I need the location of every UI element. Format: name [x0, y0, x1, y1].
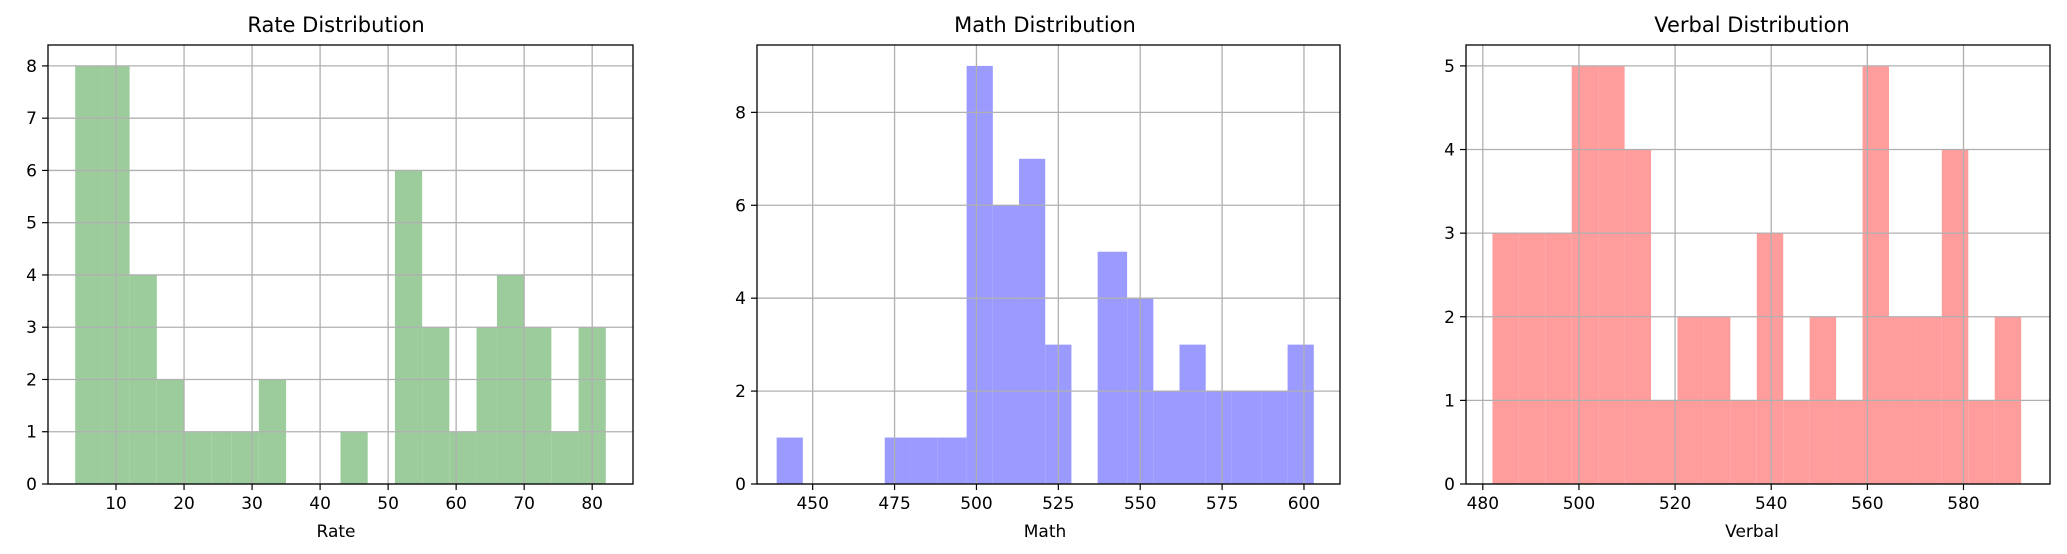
- x-tick-label: 520: [1659, 494, 1691, 514]
- x-axis-label: Rate: [317, 522, 356, 542]
- y-tick-label: 6: [26, 161, 37, 181]
- histogram-bar: [184, 431, 212, 484]
- plot-frame: [756, 44, 1341, 485]
- x-tick-label: 450: [796, 494, 828, 514]
- histogram-bar: [910, 437, 938, 484]
- x-tick-label: 580: [1947, 494, 1979, 514]
- x-tick-label: 480: [1467, 494, 1499, 514]
- y-tick-label: 8: [735, 103, 746, 123]
- chart-title: Rate Distribution: [247, 13, 424, 37]
- histogram-bar: [1862, 65, 1889, 485]
- histogram-bar: [476, 327, 497, 484]
- y-tick-label: 2: [1444, 308, 1455, 328]
- x-tick-label: 10: [105, 494, 127, 514]
- y-tick-label: 1: [1444, 391, 1455, 411]
- histogram-bar: [551, 431, 579, 484]
- y-tick-label: 0: [1444, 475, 1455, 495]
- plot-frame: [1465, 44, 2051, 485]
- y-tick-label: 2: [735, 382, 746, 402]
- x-tick-label: 500: [960, 494, 992, 514]
- x-tick-label: 20: [173, 494, 195, 514]
- histogram-bar: [937, 437, 967, 484]
- x-tick-label: 500: [1563, 494, 1595, 514]
- y-tick-label: 7: [26, 109, 37, 129]
- x-axis-label: Verbal: [1725, 522, 1779, 542]
- histogram-bar: [884, 437, 911, 484]
- x-tick-label: 525: [1042, 494, 1074, 514]
- histogram-bar: [1261, 391, 1288, 484]
- math-distribution-panel: Math Distribution Math 450 475 500 525 550 57…: [735, 13, 1341, 542]
- x-tick-label: 560: [1851, 494, 1883, 514]
- histogram-bar: [1019, 158, 1046, 484]
- y-tick-label: 4: [26, 266, 37, 286]
- histogram-bar: [1205, 391, 1232, 484]
- histogram-bar: [1651, 400, 1678, 484]
- histogram-bar: [966, 65, 993, 485]
- histogram-bar: [1968, 400, 1995, 484]
- histogram-bar: [992, 205, 1020, 484]
- histogram-bar: [1492, 233, 1519, 484]
- x-tick-label: 600: [1288, 494, 1320, 514]
- x-tick-label: 540: [1755, 494, 1787, 514]
- histogram-bar: [1783, 400, 1810, 484]
- x-axis-label: Math: [1024, 522, 1067, 542]
- y-tick-label: 2: [26, 370, 37, 390]
- histogram-bar: [1571, 65, 1599, 485]
- x-tick-label: 70: [513, 494, 535, 514]
- histogram-bar: [231, 431, 259, 484]
- histogram-bar: [776, 437, 803, 484]
- y-tick-label: 0: [26, 475, 37, 495]
- x-tick-label: 30: [241, 494, 263, 514]
- chart-title: Math Distribution: [954, 13, 1136, 37]
- histogram-bar: [1231, 391, 1262, 484]
- histogram-bar: [1153, 391, 1180, 484]
- histogram-bar: [1287, 344, 1314, 484]
- x-tick-label: 550: [1124, 494, 1156, 514]
- rate-distribution-panel: Rate Distribution Rate 10 20 30 40 50 60 70 80 0…: [26, 13, 634, 542]
- y-tick-label: 1: [26, 423, 37, 443]
- chart-title: Verbal Distribution: [1654, 13, 1850, 37]
- x-tick-label: 575: [1206, 494, 1238, 514]
- y-tick-label: 5: [1444, 57, 1455, 77]
- histogram-bar: [1097, 251, 1128, 484]
- y-tick-label: 6: [735, 196, 746, 216]
- histogram-bar: [1518, 233, 1546, 484]
- y-tick-label: 8: [26, 57, 37, 77]
- y-tick-label: 3: [1444, 224, 1455, 244]
- y-tick-label: 0: [735, 475, 746, 495]
- histogram-bar: [449, 431, 477, 484]
- histogram-bar: [422, 327, 450, 484]
- y-tick-label: 5: [26, 214, 37, 234]
- histogram-bar: [1598, 65, 1625, 485]
- histogram-bar: [524, 327, 552, 484]
- verbal-distribution-panel: Verbal Distribution Verbal 480 500 520 540 5…: [1444, 13, 2051, 542]
- x-tick-label: 50: [377, 494, 399, 514]
- plot-frame: [47, 44, 634, 485]
- x-tick-label: 60: [445, 494, 467, 514]
- y-tick-label: 3: [26, 318, 37, 338]
- histogram-bar: [1836, 400, 1863, 484]
- histogram-bar: [1179, 344, 1206, 484]
- x-tick-label: 80: [581, 494, 603, 514]
- histogram-bar: [1756, 233, 1784, 484]
- histogram-bar: [340, 431, 368, 484]
- x-tick-label: 40: [309, 494, 331, 514]
- x-tick-label: 475: [878, 494, 910, 514]
- y-tick-label: 4: [735, 289, 746, 309]
- histogram-bar: [1545, 233, 1572, 484]
- y-tick-label: 4: [1444, 141, 1455, 161]
- histogram-bar: [1730, 400, 1757, 484]
- histogram-bar: [211, 431, 232, 484]
